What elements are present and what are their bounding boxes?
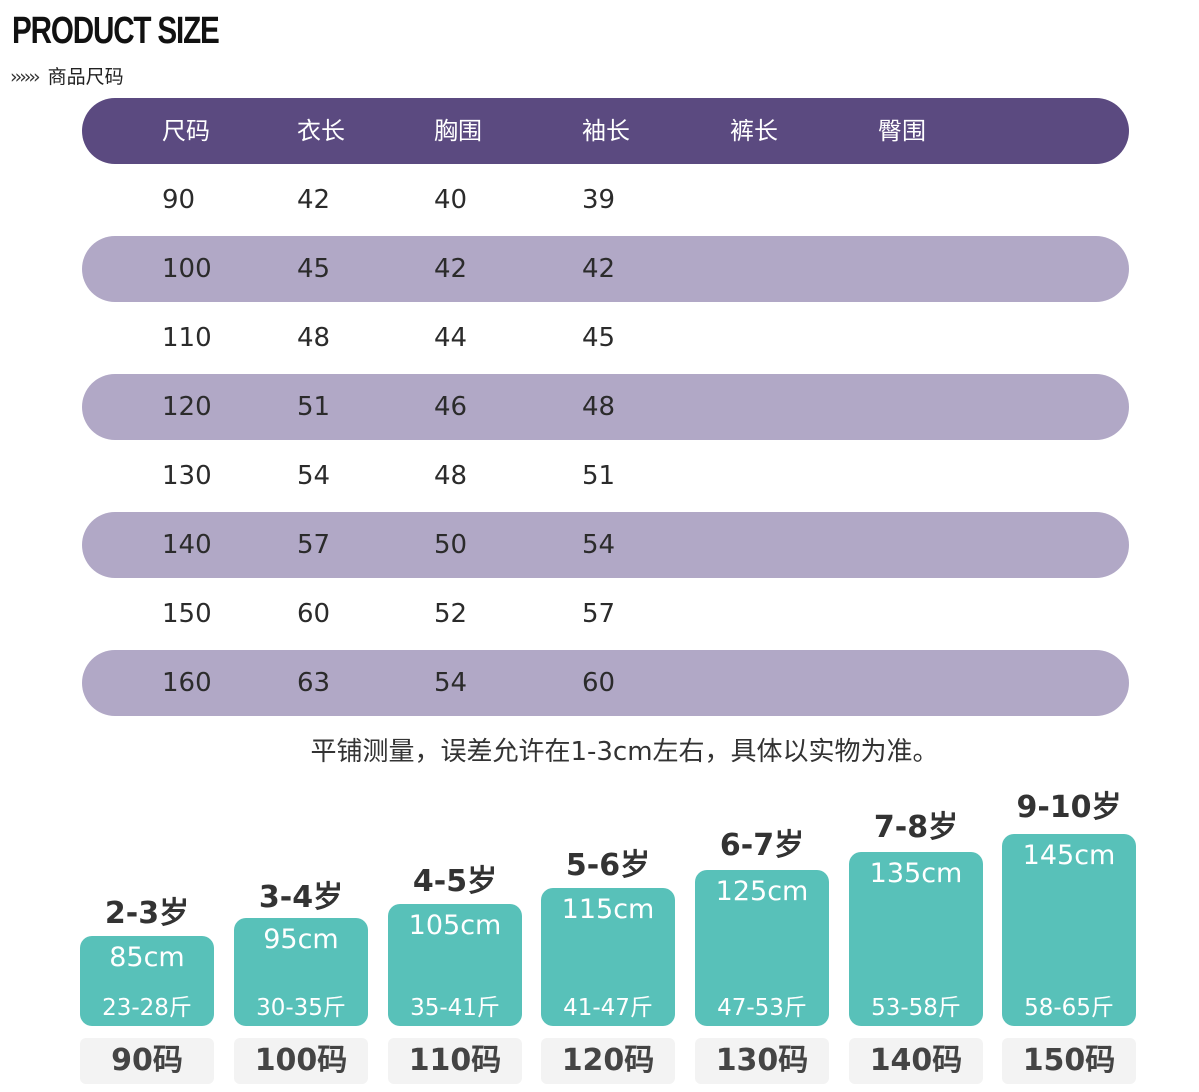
weight-value: 35-41斤 (410, 995, 500, 1021)
table-cell: 60 (582, 668, 616, 698)
table-cell: 39 (582, 185, 616, 215)
page-title: PRODUCT SIZE (12, 10, 220, 52)
guide-box: 95cm 30-35斤 (234, 918, 368, 1026)
weight-value: 47-53斤 (717, 995, 807, 1021)
table-cell: 45 (297, 254, 331, 284)
table-row: 130 54 48 51 (82, 443, 1129, 509)
guide-box: 85cm 23-28斤 (80, 936, 214, 1026)
table-cell: 45 (582, 323, 616, 353)
guide-box: 135cm 53-58斤 (849, 852, 983, 1026)
size-label: 100码 (234, 1038, 368, 1084)
table-cell: 57 (582, 599, 616, 629)
weight-value: 41-47斤 (563, 995, 653, 1021)
column-header: 臀围 (878, 117, 926, 145)
guide-box: 105cm 35-41斤 (388, 904, 522, 1026)
weight-value: 58-65斤 (1024, 995, 1114, 1021)
table-row: 90 42 40 39 (82, 167, 1129, 233)
table-cell: 120 (162, 392, 212, 422)
height-value: 135cm (869, 858, 963, 889)
page-subtitle: ›››››› 商品尺码 (10, 62, 124, 89)
size-label: 90码 (80, 1038, 214, 1084)
guide-box: 125cm 47-53斤 (695, 870, 829, 1026)
height-value: 85cm (109, 942, 185, 973)
table-cell: 160 (162, 668, 212, 698)
age-label: 6-7岁 (719, 828, 805, 863)
table-cell: 48 (582, 392, 616, 422)
height-value: 115cm (561, 894, 655, 925)
table-cell: 48 (434, 461, 468, 491)
table-cell: 110 (162, 323, 212, 353)
table-row: 100 45 42 42 (82, 236, 1129, 302)
subtitle-text: 商品尺码 (47, 66, 124, 88)
column-header: 袖长 (582, 117, 630, 145)
weight-value: 23-28斤 (102, 995, 192, 1021)
table-row: 150 60 52 57 (82, 581, 1129, 647)
column-header: 胸围 (434, 117, 482, 145)
size-label: 120码 (541, 1038, 675, 1084)
table-cell: 60 (297, 599, 331, 629)
table-row: 160 63 54 60 (82, 650, 1129, 716)
table-cell: 51 (297, 392, 331, 422)
size-label: 150码 (1002, 1038, 1136, 1084)
table-cell: 42 (434, 254, 468, 284)
table-cell: 90 (162, 185, 196, 215)
table-cell: 100 (162, 254, 212, 284)
size-label: 110码 (388, 1038, 522, 1084)
table-cell: 52 (434, 599, 468, 629)
table-cell: 50 (434, 530, 468, 560)
guide-box: 115cm 41-47斤 (541, 888, 675, 1026)
table-cell: 140 (162, 530, 212, 560)
table-cell: 130 (162, 461, 212, 491)
weight-value: 53-58斤 (871, 995, 961, 1021)
age-label: 3-4岁 (258, 880, 344, 915)
age-label: 7-8岁 (873, 810, 959, 845)
table-cell: 63 (297, 668, 331, 698)
table-row: 120 51 46 48 (82, 374, 1129, 440)
guide-box: 145cm 58-65斤 (1002, 834, 1136, 1026)
age-label: 4-5岁 (412, 864, 498, 899)
age-label: 9-10岁 (1016, 790, 1122, 825)
height-value: 125cm (715, 876, 809, 907)
height-value: 95cm (263, 924, 339, 955)
column-header: 裤长 (730, 117, 778, 145)
table-cell: 51 (582, 461, 616, 491)
table-cell: 44 (434, 323, 468, 353)
size-label: 140码 (849, 1038, 983, 1084)
table-cell: 54 (434, 668, 468, 698)
table-row: 110 48 44 45 (82, 305, 1129, 371)
table-cell: 150 (162, 599, 212, 629)
chevrons-icon: ›››››› (10, 66, 41, 88)
age-label: 2-3岁 (104, 896, 190, 931)
size-table: 尺码 衣长 胸围 袖长 裤长 臀围 90 42 40 39 100 45 42 … (82, 98, 1129, 719)
table-cell: 54 (297, 461, 331, 491)
table-cell: 46 (434, 392, 468, 422)
table-cell: 54 (582, 530, 616, 560)
table-row: 140 57 50 54 (82, 512, 1129, 578)
height-value: 145cm (1022, 840, 1116, 871)
table-cell: 42 (297, 185, 331, 215)
table-cell: 57 (297, 530, 331, 560)
size-label: 130码 (695, 1038, 829, 1084)
table-header: 尺码 衣长 胸围 袖长 裤长 臀围 (82, 98, 1129, 164)
table-cell: 48 (297, 323, 331, 353)
height-value: 105cm (408, 910, 502, 941)
measurement-note-text: 平铺测量，误差允许在1-3cm左右，具体以实物为准。 (310, 737, 939, 767)
weight-value: 30-35斤 (256, 995, 346, 1021)
column-header: 尺码 (162, 117, 210, 145)
table-cell: 40 (434, 185, 468, 215)
column-header: 衣长 (297, 117, 345, 145)
table-cell: 42 (582, 254, 616, 284)
age-label: 5-6岁 (565, 848, 651, 883)
measurement-note: 平铺测量，误差允许在1-3cm左右，具体以实物为准。 (0, 731, 1199, 768)
